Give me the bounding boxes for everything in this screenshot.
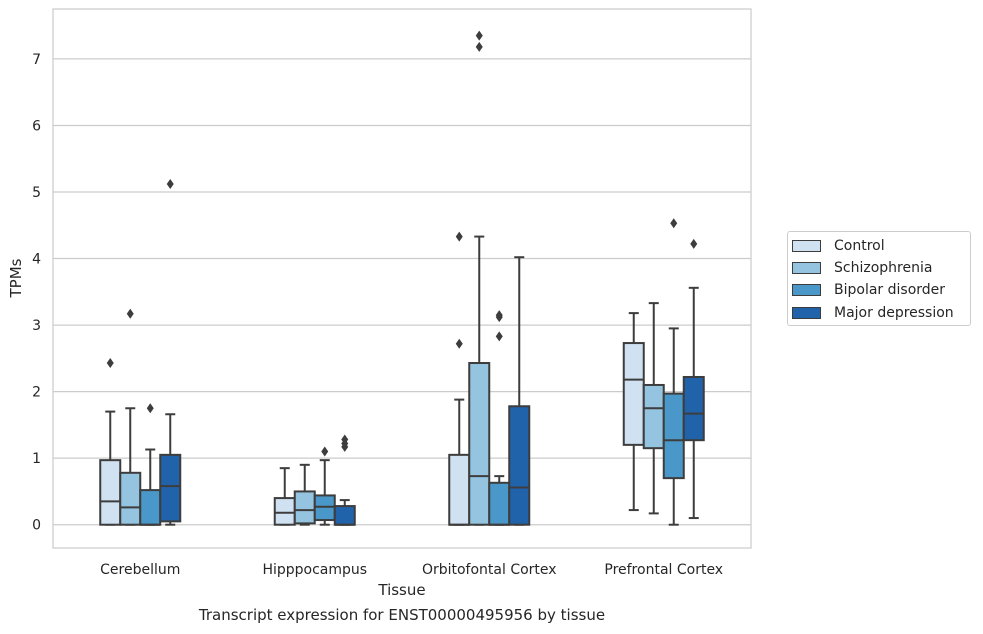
legend: Control Schizophrenia Bipolar disorder M…: [787, 231, 971, 326]
chart-caption: Transcript expression for ENST0000049595…: [198, 606, 606, 624]
y-tick-label: 1: [32, 451, 41, 467]
outlier-point: [106, 358, 114, 369]
box-iqr: [99, 459, 122, 526]
box-schizophrenia: [293, 463, 316, 526]
box-major-depression: [333, 434, 356, 526]
box-bipolar-disorder: [662, 218, 685, 526]
gridlines: [53, 58, 751, 526]
box-iqr: [448, 453, 471, 526]
box-control: [273, 467, 296, 526]
legend-item-control: Control: [792, 237, 885, 255]
x-tick-labels: Cerebellum Hipppocampus Orbitofontal Corte…: [100, 562, 723, 578]
boxes: [99, 30, 705, 526]
box-iqr: [139, 489, 162, 526]
y-tick-labels: 0 1 2 3 4 5 6 7: [32, 52, 41, 534]
legend-swatch-control: [792, 240, 821, 252]
box-iqr: [642, 383, 665, 450]
y-tick-label: 0: [32, 518, 41, 534]
box-control: [99, 358, 122, 526]
outlier-point: [495, 310, 503, 321]
legend-item-schizophrenia: Schizophrenia: [792, 259, 932, 277]
box-major-depression: [159, 179, 182, 526]
outlier-point: [455, 231, 463, 242]
plot-area-frame: [52, 8, 752, 549]
box-bipolar-disorder: [488, 310, 511, 526]
outlier-point: [341, 434, 349, 445]
box-bipolar-disorder: [139, 403, 162, 526]
outlier-point: [455, 338, 463, 349]
x-tick-label: Prefrontal Cortex: [604, 562, 723, 578]
outlier-point: [690, 238, 698, 249]
box-iqr: [468, 362, 491, 526]
box-iqr: [293, 490, 316, 525]
y-tick-label: 3: [32, 318, 41, 334]
outlier-point: [495, 331, 503, 342]
box-iqr: [119, 471, 142, 526]
box-iqr: [273, 497, 296, 526]
box-iqr: [508, 405, 531, 526]
legend-item-bipolar-disorder: Bipolar disorder: [792, 281, 945, 299]
box-iqr: [662, 392, 685, 480]
legend-label-schizophrenia: Schizophrenia: [834, 260, 933, 276]
legend-item-major-depression: Major depression: [792, 304, 954, 322]
x-axis-label: Tissue: [377, 581, 425, 599]
box-major-depression: [508, 256, 531, 526]
box-iqr: [622, 342, 645, 446]
legend-swatch-schizophrenia: [792, 262, 821, 274]
outlier-point: [166, 179, 174, 190]
box-schizophrenia: [468, 30, 491, 526]
box-schizophrenia: [119, 308, 142, 526]
x-tick-label: Orbitofontal Cortex: [422, 562, 557, 578]
outlier-point: [321, 446, 329, 457]
legend-label-bipolar-disorder: Bipolar disorder: [834, 282, 946, 298]
legend-label-major-depression: Major depression: [834, 305, 954, 321]
legend-swatch-bipolar-disorder: [792, 284, 821, 296]
box-iqr: [682, 375, 705, 442]
outlier-point: [670, 218, 678, 229]
box-iqr: [159, 453, 182, 523]
box-major-depression: [682, 238, 705, 520]
box-iqr: [488, 481, 511, 526]
outlier-point: [475, 41, 483, 52]
outlier-point: [126, 308, 134, 319]
legend-swatch-major-depression: [792, 307, 821, 319]
box-bipolar-disorder: [313, 446, 336, 526]
y-tick-label: 4: [32, 252, 41, 268]
box-control: [448, 231, 471, 526]
y-tick-label: 5: [32, 185, 41, 201]
box-control: [622, 312, 645, 512]
y-tick-label: 6: [32, 118, 41, 134]
outlier-point: [146, 403, 154, 414]
outlier-point: [475, 30, 483, 41]
y-tick-label: 7: [32, 52, 41, 68]
y-axis-label: TPMs: [7, 258, 25, 298]
box-iqr: [333, 505, 356, 526]
legend-label-control: Control: [834, 238, 885, 254]
box-schizophrenia: [642, 302, 665, 515]
y-tick-label: 2: [32, 385, 41, 401]
x-tick-label: Cerebellum: [100, 562, 180, 578]
x-tick-label: Hipppocampus: [262, 562, 367, 578]
